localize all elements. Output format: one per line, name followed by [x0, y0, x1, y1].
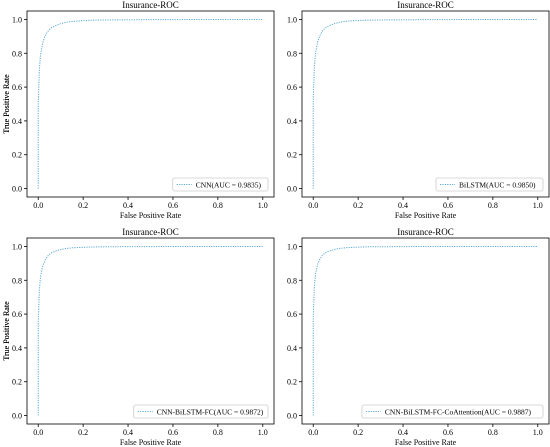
- y-tick-label: 1.0: [12, 242, 22, 251]
- x-tick-label: 0.2: [353, 201, 363, 210]
- legend: BiLSTM(AUC = 0.9850): [435, 177, 544, 192]
- y-tick-label: 0.2: [12, 151, 22, 160]
- x-tick-label: 0.8: [488, 428, 498, 437]
- axes-frame: [26, 237, 275, 425]
- chart-title: Insurance-ROC: [397, 227, 453, 237]
- x-tick-label: 0.4: [398, 201, 408, 210]
- roc-curve: [37, 245, 263, 416]
- x-axis-label: False Positive Rate: [395, 211, 457, 220]
- axes-frame: [26, 10, 275, 198]
- roc-panel-2: Insurance-ROC 0.0 0.2 0.4 0.6 0.8 1.0 0.0 0.2 0.4…: [2, 0, 550, 220]
- legend-label: CNN-BiLSTM-FC(AUC = 0.9872): [157, 408, 264, 417]
- x-tick-label: 1.0: [258, 201, 268, 210]
- y-tick-label: 0.8: [12, 49, 22, 58]
- y-tick-label: 0.6: [287, 310, 297, 319]
- legend-label: CNN-BiLSTM-FC-CoAttention(AUC = 0.9887): [385, 408, 532, 417]
- x-tick-label: 0.6: [168, 201, 178, 210]
- x-tick-label: 0.0: [33, 428, 43, 437]
- legend-label: CNN(AUC = 0.9835): [196, 181, 262, 190]
- y-tick-label: 0.8: [287, 49, 297, 58]
- y-tick-label: 0.0: [12, 412, 22, 421]
- y-axis-label: True Positive Rate: [2, 74, 11, 134]
- x-tick-label: 0.8: [213, 428, 223, 437]
- y-tick-label: 0.4: [287, 344, 297, 353]
- legend-box: [361, 404, 544, 419]
- x-tick-label: 0.0: [308, 428, 318, 437]
- x-tick-label: 0.6: [443, 201, 453, 210]
- x-tick-label: 0.4: [398, 428, 408, 437]
- y-tick-label: 0.6: [12, 310, 22, 319]
- legend-box: [435, 177, 544, 192]
- roc-curve: [37, 18, 263, 189]
- y-tick-label: 0.8: [287, 276, 297, 285]
- x-tick-label: 0.2: [78, 428, 88, 437]
- legend: CNN(AUC = 0.9835): [172, 177, 269, 192]
- x-axis-label: False Positive Rate: [120, 438, 182, 447]
- legend-box: [133, 404, 269, 419]
- legend: CNN-BiLSTM-FC-CoAttention(AUC = 0.9887): [361, 404, 544, 419]
- roc-panel-3: Insurance-ROC 0.0 0.2 0.4 0.6 0.8 1.0 0.0 0.2 0.4…: [2, 227, 275, 447]
- x-tick-label: 0.8: [213, 201, 223, 210]
- y-tick-label: 0.4: [12, 117, 22, 126]
- axes-frame: [301, 10, 550, 198]
- y-tick-label: 0.6: [12, 83, 22, 92]
- x-tick-label: 0.0: [33, 201, 43, 210]
- x-axis-label: False Positive Rate: [120, 211, 182, 220]
- axes-frame: [301, 237, 550, 425]
- y-tick-label: 0.0: [287, 412, 297, 421]
- y-tick-label: 0.0: [287, 185, 297, 194]
- roc-panel-1: Insurance-ROC 0.0 0.2 0.4 0.6 0.8 1.0 0.0 0.2 0.4…: [2, 0, 275, 220]
- legend-box: [172, 177, 269, 192]
- y-axis-label: True Positive Rate: [2, 301, 11, 361]
- roc-curve: [312, 18, 538, 189]
- y-tick-label: 0.2: [12, 378, 22, 387]
- legend: CNN-BiLSTM-FC(AUC = 0.9872): [133, 404, 269, 419]
- y-tick-label: 0.8: [12, 276, 22, 285]
- y-tick-label: 1.0: [12, 15, 22, 24]
- roc-curve: [312, 245, 538, 416]
- y-axis-label: True Positive Rate: [2, 74, 11, 134]
- chart-title: Insurance-ROC: [397, 0, 453, 10]
- y-tick-label: 0.0: [12, 185, 22, 194]
- chart-title: Insurance-ROC: [122, 0, 178, 10]
- y-tick-label: 0.2: [287, 151, 297, 160]
- x-tick-label: 0.6: [168, 428, 178, 437]
- y-tick-label: 1.0: [287, 15, 297, 24]
- y-tick-label: 0.6: [287, 83, 297, 92]
- x-axis-label: False Positive Rate: [395, 438, 457, 447]
- x-tick-label: 0.8: [488, 201, 498, 210]
- y-tick-label: 0.4: [287, 117, 297, 126]
- x-tick-label: 0.4: [123, 428, 133, 437]
- x-tick-label: 0.4: [123, 201, 133, 210]
- chart-title: Insurance-ROC: [122, 227, 178, 237]
- legend-label: BiLSTM(AUC = 0.9850): [459, 181, 536, 190]
- x-tick-label: 0.2: [78, 201, 88, 210]
- y-tick-label: 0.4: [12, 344, 22, 353]
- x-tick-label: 0.0: [308, 201, 318, 210]
- y-axis-label: True Positive Rate: [2, 301, 11, 361]
- x-tick-label: 1.0: [533, 428, 543, 437]
- x-tick-label: 0.2: [353, 428, 363, 437]
- x-tick-label: 1.0: [533, 201, 543, 210]
- y-tick-label: 0.2: [287, 378, 297, 387]
- x-tick-label: 1.0: [258, 428, 268, 437]
- roc-panel-4: Insurance-ROC 0.0 0.2 0.4 0.6 0.8 1.0 0.0 0.2 0.4…: [2, 227, 550, 447]
- x-tick-label: 0.6: [443, 428, 453, 437]
- y-tick-label: 1.0: [287, 242, 297, 251]
